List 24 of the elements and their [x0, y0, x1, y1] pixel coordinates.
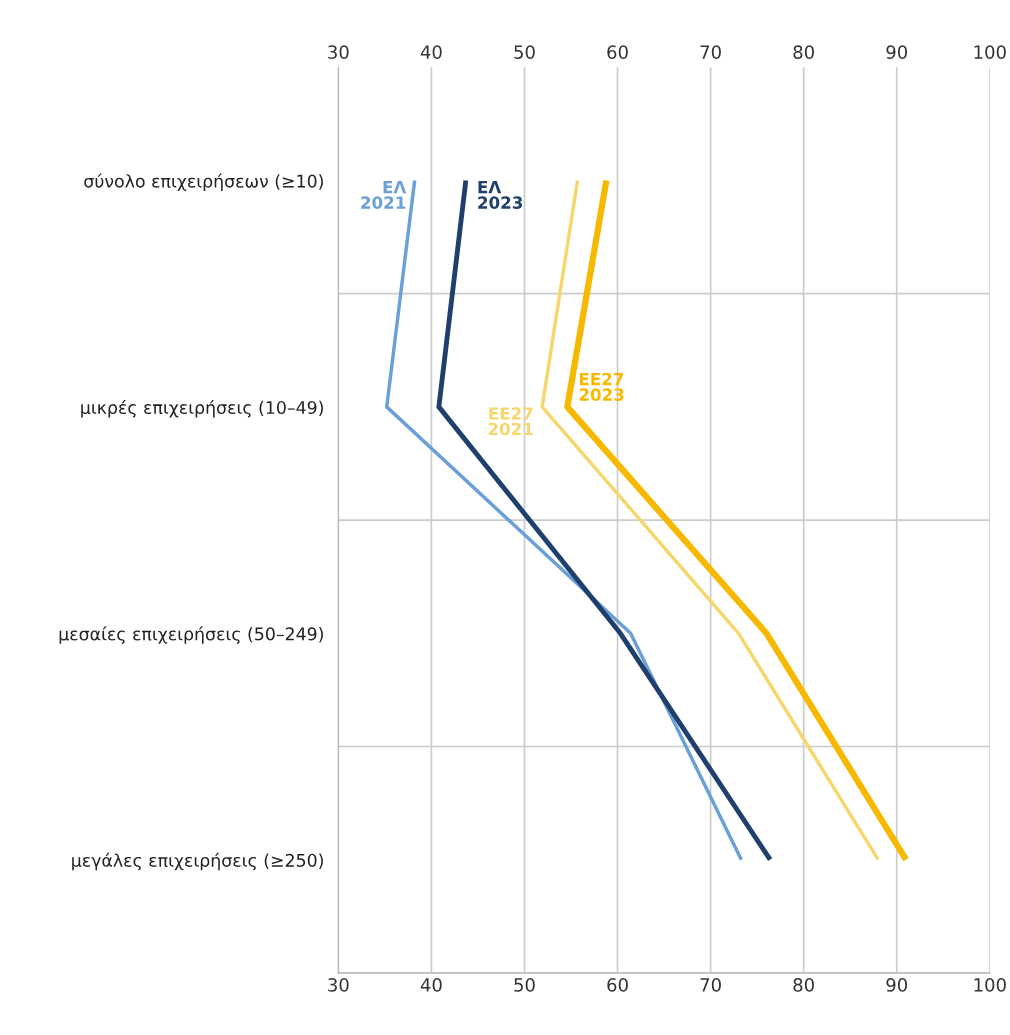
- x-tick-label: 100: [974, 978, 1006, 992]
- x2-tick-label: 40: [420, 45, 442, 59]
- series-label: ΕΕ27 2021: [488, 407, 533, 436]
- series-label: ΕΛ 2023: [478, 180, 523, 209]
- y-tick-label: σύνολο επιχειρήσεων (≥10): [84, 173, 323, 192]
- y-tick-label: μεσαίες επιχειρήσεις (50–249): [59, 626, 323, 644]
- x2-tick-label: 90: [886, 45, 908, 59]
- series-label: ΕΛ 2021: [361, 180, 407, 209]
- x2-tick-label: 70: [700, 45, 721, 59]
- x-tick-label: 60: [607, 978, 628, 992]
- x-tick-label: 30: [328, 978, 349, 992]
- x2-tick-label: 30: [328, 45, 349, 59]
- x2-tick-label: 60: [607, 45, 628, 59]
- x2-tick-label: 50: [514, 45, 535, 59]
- x2-tick-label: 80: [793, 45, 814, 59]
- x-tick-label: 70: [700, 978, 721, 992]
- x-tick-label: 80: [793, 978, 814, 992]
- y-tick-label: μεγάλες επιχειρήσεις (≥250): [72, 852, 323, 871]
- series-label: ΕΕ27 2023: [579, 372, 624, 401]
- x-tick-label: 50: [514, 978, 535, 992]
- x2-tick-label: 100: [974, 45, 1006, 59]
- x-tick-label: 90: [886, 978, 908, 992]
- x-tick-label: 40: [420, 978, 442, 992]
- y-tick-label: μικρές επιχειρήσεις (10–49): [81, 399, 323, 418]
